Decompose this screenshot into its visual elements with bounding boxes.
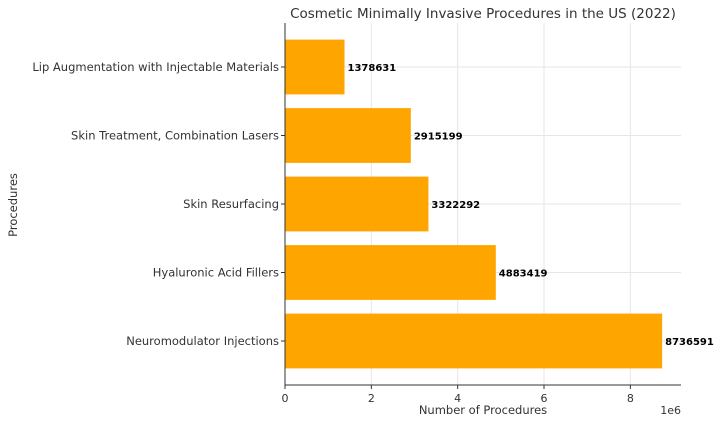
x-tick-label: 2 bbox=[368, 392, 375, 405]
y-axis-label: Procedures bbox=[6, 173, 20, 237]
bar bbox=[285, 39, 345, 95]
value-label: 3322292 bbox=[431, 200, 480, 211]
value-label: 1378631 bbox=[348, 63, 397, 74]
value-labels: 8736591 4883419 3322292 2915199 1378631 bbox=[348, 63, 714, 348]
bar bbox=[285, 313, 663, 369]
x-axis-label: Number of Procedures bbox=[419, 403, 547, 417]
x-tick-label: 4 bbox=[454, 392, 461, 405]
value-label: 8736591 bbox=[665, 337, 714, 348]
category-label: Neuromodulator Injections bbox=[126, 334, 279, 348]
x-ticks: 0 2 4 6 8 bbox=[281, 66, 634, 405]
x-tick-label: 8 bbox=[627, 392, 634, 405]
x-tick-label: 6 bbox=[541, 392, 548, 405]
category-label: Hyaluronic Acid Fillers bbox=[153, 266, 279, 280]
bars bbox=[285, 39, 663, 369]
category-labels: Neuromodulator Injections Hyaluronic Acid… bbox=[32, 60, 279, 348]
x-offset-label: 1e6 bbox=[660, 404, 681, 417]
value-label: 4883419 bbox=[499, 269, 548, 280]
value-label: 2915199 bbox=[414, 132, 463, 143]
category-label: Skin Treatment, Combination Lasers bbox=[71, 129, 279, 143]
category-label: Skin Resurfacing bbox=[183, 197, 279, 211]
bar bbox=[285, 108, 411, 163]
bar bbox=[285, 245, 496, 300]
x-tick-label: 0 bbox=[282, 392, 289, 405]
bar bbox=[285, 176, 429, 232]
chart-title: Cosmetic Minimally Invasive Procedures i… bbox=[290, 6, 676, 22]
category-label: Lip Augmentation with Injectable Materia… bbox=[32, 60, 279, 74]
